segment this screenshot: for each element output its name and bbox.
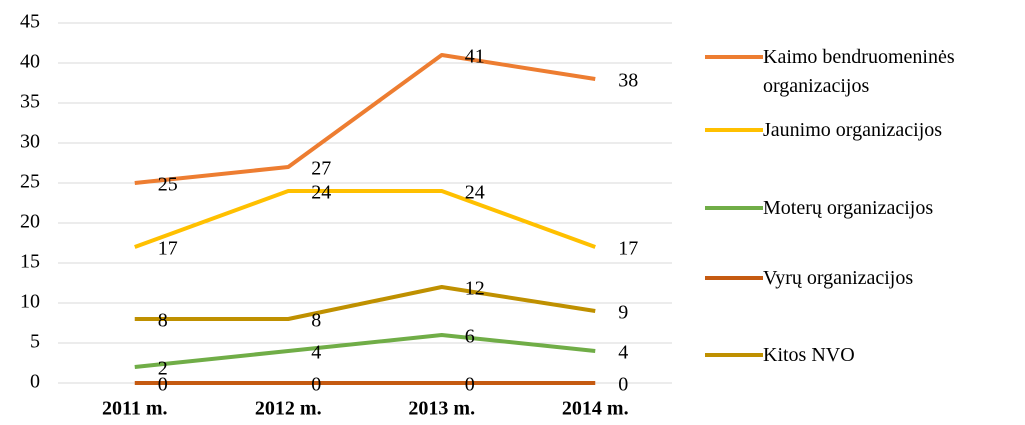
x-tick-label: 2014 m. bbox=[562, 398, 629, 420]
data-label: 8 bbox=[158, 310, 168, 332]
legend-swatch bbox=[705, 353, 763, 357]
series-line bbox=[134, 285, 596, 321]
legend: Kaimo bendruomeninės organizacijos Jaunim… bbox=[705, 0, 1023, 425]
x-tick-label: 2011 m. bbox=[102, 398, 168, 420]
y-tick-label: 20 bbox=[20, 211, 40, 233]
legend-item: Vyrų organizacijos bbox=[705, 264, 1018, 293]
y-tick-label: 40 bbox=[20, 51, 40, 73]
y-tick-label: 30 bbox=[20, 131, 40, 153]
data-label: 25 bbox=[158, 174, 178, 196]
data-label: 8 bbox=[311, 310, 321, 332]
y-tick-label: 45 bbox=[20, 11, 40, 33]
y-tick-label: 15 bbox=[20, 251, 40, 273]
data-label: 0 bbox=[311, 374, 321, 396]
legend-item: Jaunimo organizacijos bbox=[705, 116, 1018, 145]
data-label: 17 bbox=[618, 238, 638, 260]
legend-item: Moterų organizacijos bbox=[705, 194, 1018, 223]
legend-item: Kitos NVO bbox=[705, 341, 1018, 370]
data-label: 24 bbox=[311, 182, 331, 204]
series-line bbox=[134, 53, 596, 185]
data-label: 38 bbox=[618, 70, 638, 92]
legend-swatch bbox=[705, 276, 763, 280]
legend-swatch bbox=[705, 55, 763, 59]
data-label: 41 bbox=[465, 46, 485, 68]
series-line bbox=[134, 189, 596, 249]
x-tick-label: 2013 m. bbox=[408, 398, 475, 420]
data-label: 17 bbox=[158, 238, 178, 260]
legend-label: Moterų organizacijos bbox=[763, 197, 934, 219]
data-label: 24 bbox=[465, 182, 485, 204]
series-line bbox=[134, 333, 596, 369]
y-tick-label: 25 bbox=[20, 171, 40, 193]
legend-label: Vyrų organizacijos bbox=[763, 267, 914, 289]
y-tick-label: 35 bbox=[20, 91, 40, 113]
data-label: 12 bbox=[465, 278, 485, 300]
y-tick-label: 0 bbox=[30, 371, 40, 393]
x-tick-label: 2012 m. bbox=[255, 398, 322, 420]
data-label: 4 bbox=[311, 342, 321, 364]
data-label: 27 bbox=[311, 158, 331, 180]
y-tick-label: 10 bbox=[20, 291, 40, 313]
legend-label: Jaunimo organizacijos bbox=[763, 119, 943, 141]
data-label: 6 bbox=[465, 326, 475, 348]
legend-item: Kaimo bendruomeninės organizacijos bbox=[705, 43, 1018, 101]
legend-label: Kaimo bendruomeninės organizacijos bbox=[763, 46, 955, 97]
y-tick-label: 5 bbox=[30, 331, 40, 353]
data-label: 4 bbox=[618, 342, 628, 364]
data-label: 0 bbox=[465, 374, 475, 396]
legend-swatch bbox=[705, 128, 763, 132]
data-label: 0 bbox=[618, 374, 628, 396]
legend-swatch bbox=[705, 206, 763, 210]
legend-label: Kitos NVO bbox=[763, 344, 855, 366]
data-label: 2 bbox=[158, 358, 168, 380]
data-label: 9 bbox=[618, 302, 628, 324]
data-label: 0 bbox=[158, 374, 168, 396]
